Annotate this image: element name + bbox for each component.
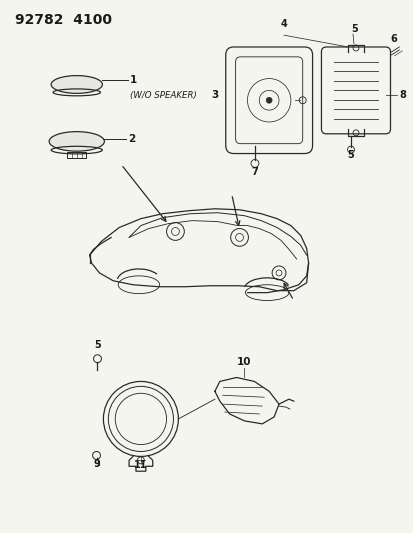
Text: 1: 1 <box>130 75 137 85</box>
Text: 11: 11 <box>134 461 147 470</box>
Text: 10: 10 <box>237 357 251 367</box>
Text: 4: 4 <box>280 19 287 29</box>
Text: 2: 2 <box>128 134 135 144</box>
Text: 8: 8 <box>399 90 405 100</box>
Text: 6: 6 <box>389 34 396 44</box>
Circle shape <box>266 98 271 103</box>
Text: 3: 3 <box>211 90 218 100</box>
Text: 5: 5 <box>350 24 357 34</box>
Text: 92782  4100: 92782 4100 <box>14 13 112 27</box>
Ellipse shape <box>51 76 102 93</box>
Bar <box>67 151 86 158</box>
Text: (W/O SPEAKER): (W/O SPEAKER) <box>130 91 197 100</box>
Text: 5: 5 <box>347 150 354 160</box>
Text: 5: 5 <box>94 340 101 350</box>
Ellipse shape <box>49 132 104 151</box>
Text: 9: 9 <box>93 459 100 469</box>
Text: 7: 7 <box>251 167 258 177</box>
